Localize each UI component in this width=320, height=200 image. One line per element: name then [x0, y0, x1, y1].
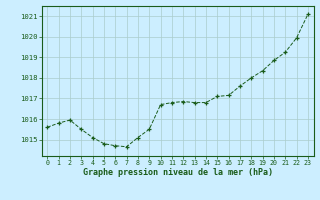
X-axis label: Graphe pression niveau de la mer (hPa): Graphe pression niveau de la mer (hPa)	[83, 168, 273, 177]
